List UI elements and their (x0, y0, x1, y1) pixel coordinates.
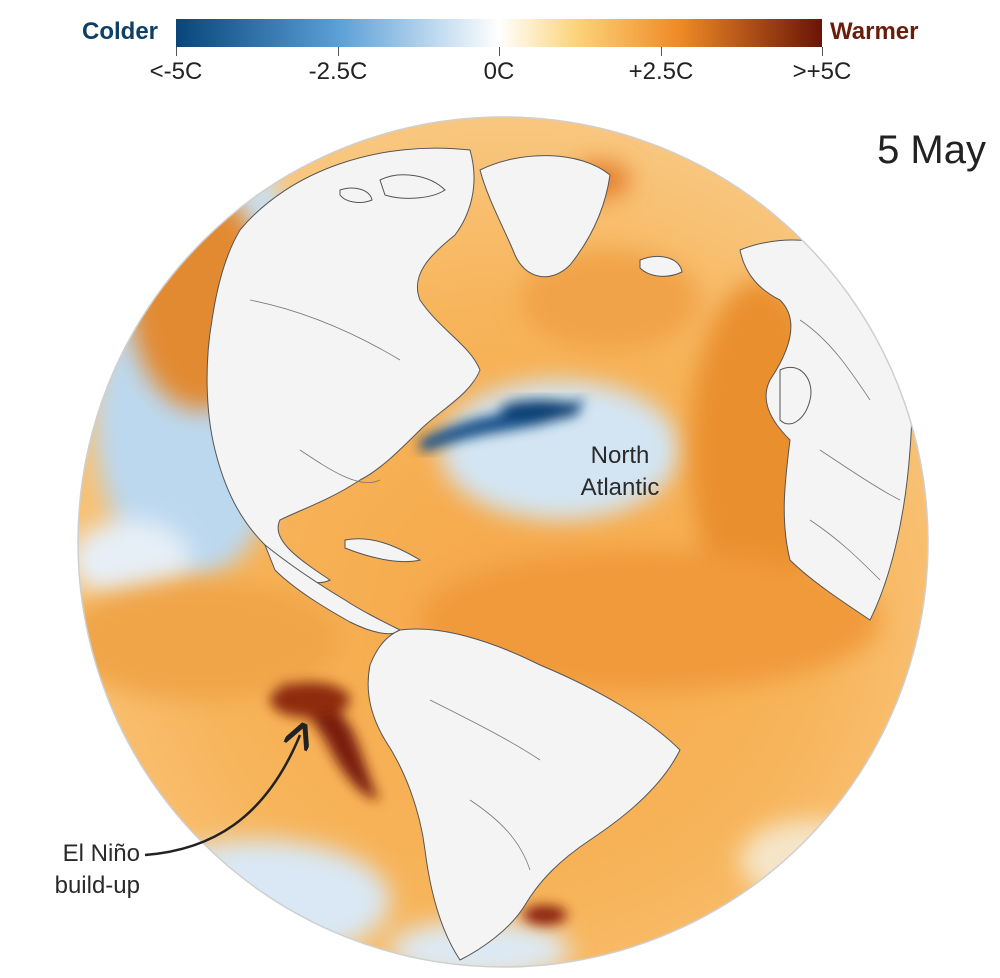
legend-tick (176, 47, 177, 56)
el-nino-warm-tongue (270, 682, 567, 925)
north-atlantic-label: North Atlantic (560, 440, 680, 504)
el-nino-label: El Niño build-up (20, 838, 140, 902)
el-nino-line1: El Niño (62, 840, 140, 867)
legend-tick-label: +2.5C (628, 58, 694, 85)
legend-tick (338, 47, 339, 56)
legend-tick-label: 0C (483, 58, 515, 85)
iberia-shape (779, 366, 812, 425)
legend-colder-label: Colder (82, 18, 159, 45)
country-borders (249, 299, 901, 871)
north-atlantic-line1: North (590, 442, 650, 469)
legend-tick-label: -2.5C (308, 58, 368, 85)
arctic-island-shape (379, 174, 446, 199)
legend-tick-label: >+5C (792, 58, 852, 85)
iceland-shape (639, 256, 683, 277)
el-nino-arrow (144, 735, 300, 857)
north-atlantic-line2: Atlantic (580, 474, 660, 501)
globe-outline (77, 116, 929, 968)
legend-warmer-label: Warmer (830, 18, 919, 45)
south-america-shape (367, 628, 681, 961)
legend-tick-label: <-5C (149, 58, 203, 85)
date-label: 5 May (877, 128, 986, 172)
legend-tick (499, 47, 500, 56)
arctic-island-shape (339, 187, 373, 203)
deep-cold-gulf-stream (420, 398, 585, 452)
color-scale-bar (176, 19, 822, 47)
cuba-shape (344, 538, 422, 563)
legend-tick (661, 47, 662, 56)
greenland-shape (479, 155, 611, 278)
el-nino-line2: build-up (54, 872, 140, 899)
land-masses (206, 147, 913, 961)
north-america-shape (206, 147, 481, 584)
legend-tick (822, 47, 823, 56)
